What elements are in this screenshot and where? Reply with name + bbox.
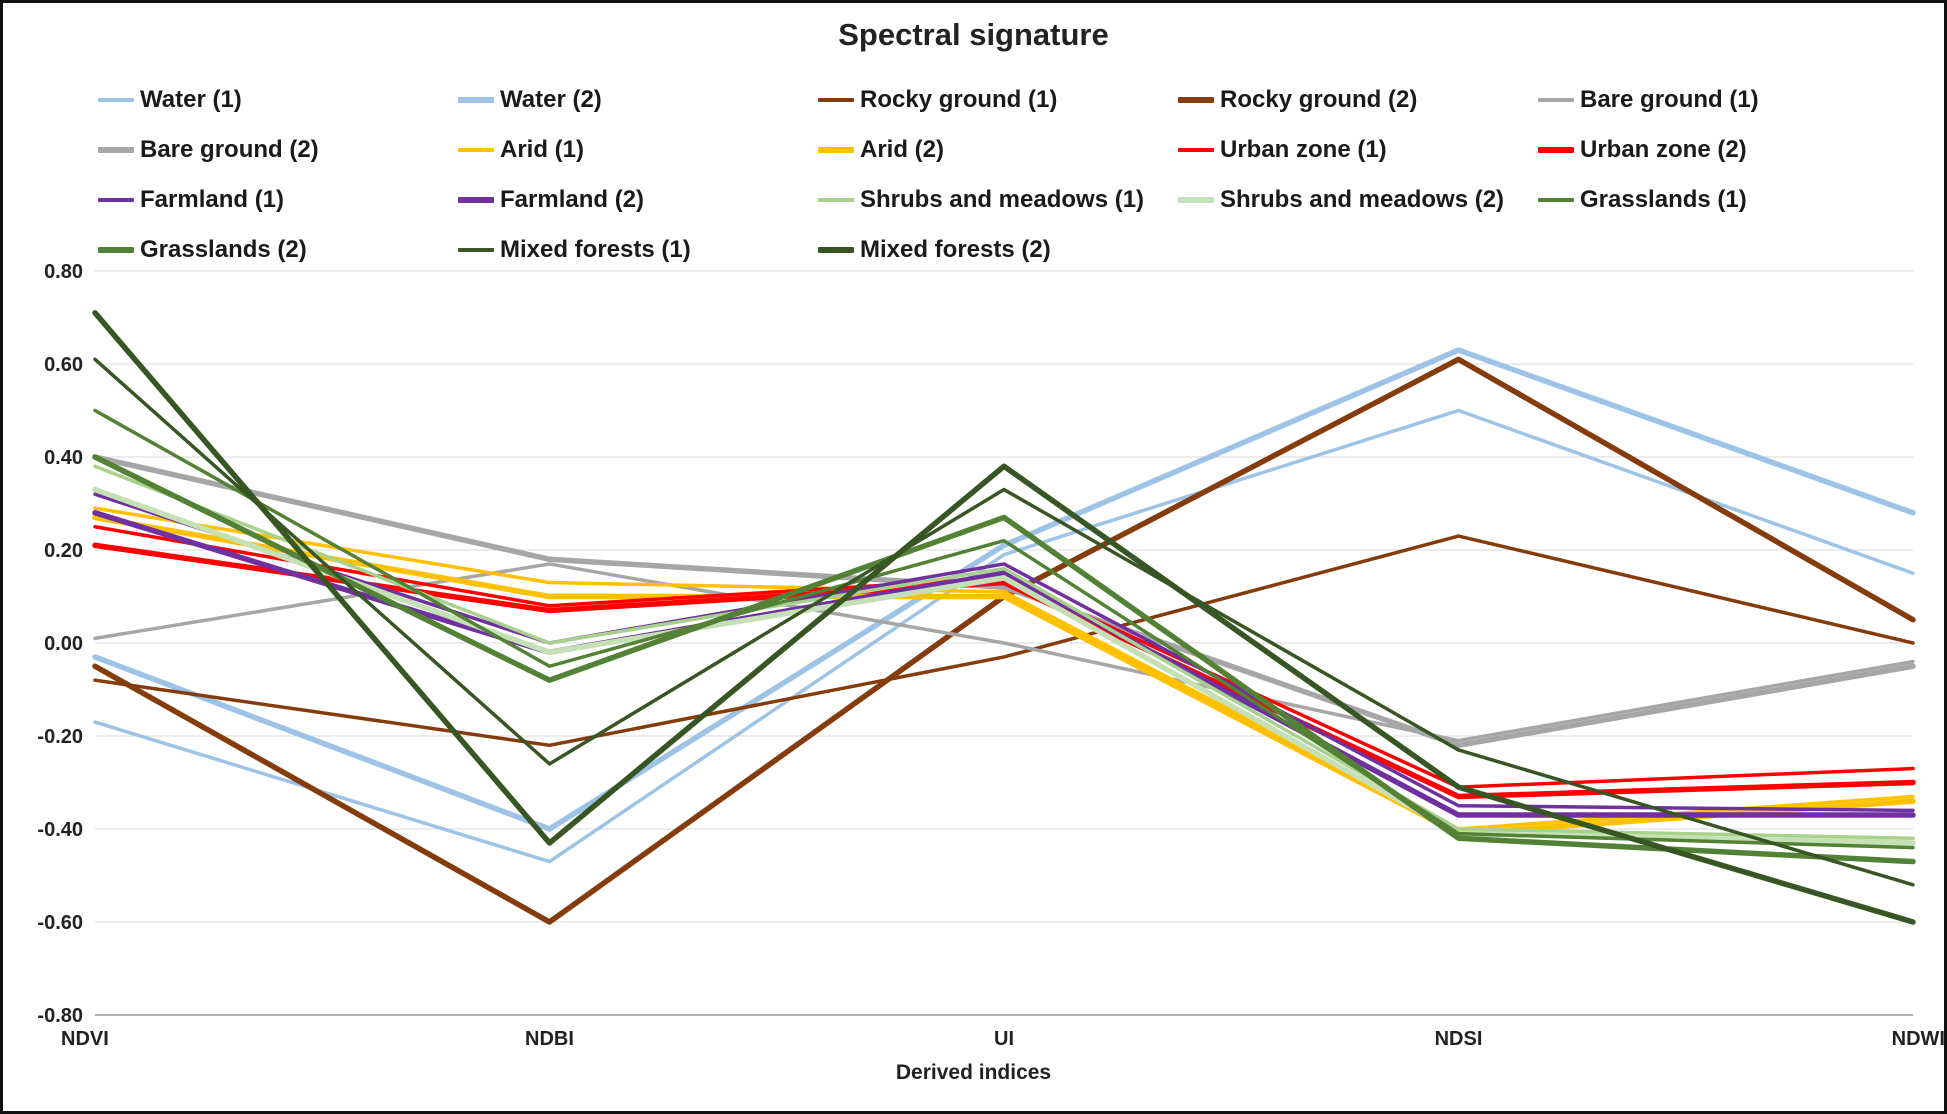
legend-item-grasslands-2: Grasslands (2)	[98, 233, 458, 266]
legend-label: Shrubs and meadows (1)	[860, 185, 1145, 213]
x-tick-label: NDSI	[1435, 1028, 1483, 1050]
legend-item-bare-ground-1: Bare ground (1)	[1538, 83, 1898, 116]
legend-label: Mixed forests (1)	[500, 235, 691, 263]
x-axis-title: Derived indices	[895, 1061, 1052, 1084]
y-tick-label: -0.80	[37, 1005, 83, 1027]
legend-item-arid-2: Arid (2)	[818, 133, 1178, 166]
legend-swatch	[98, 146, 134, 153]
plot-area: 0.80 0.60 0.40 0.20 0.00 -0.20 -0.40 -0.60 -0.80…	[37, 261, 1945, 1050]
legend-swatch	[458, 196, 494, 203]
legend-item-rocky-ground-2: Rocky ground (2)	[1178, 83, 1538, 116]
series-line-farmland-1	[93, 492, 1915, 813]
legend-swatch	[818, 146, 854, 153]
x-tick-label: UI	[994, 1028, 1014, 1050]
legend-item-farmland-1: Farmland (1)	[98, 183, 458, 216]
legend-swatch	[818, 197, 854, 202]
y-tick-label: -0.40	[37, 819, 83, 841]
series-line-shrubs-and-meadows-1	[93, 464, 1915, 841]
series-line-arid-2	[92, 514, 1916, 837]
legend-swatch	[98, 197, 134, 202]
x-tick-label: NDVI	[61, 1028, 109, 1050]
legend: Water (1) Water (2) Rocky ground (1) Rocky …	[98, 83, 1898, 266]
legend-swatch	[98, 97, 134, 102]
legend-label: Water (1)	[140, 85, 242, 113]
series-line-farmland-2	[92, 510, 1916, 818]
legend-label: Shrubs and meadows (2)	[1220, 185, 1505, 213]
series-line-grasslands-2	[92, 454, 1916, 865]
legend-swatch	[1178, 147, 1214, 152]
y-tick-label: 0.60	[44, 354, 83, 376]
series-line-bare-ground-2	[92, 454, 1916, 749]
legend-item-water-1: Water (1)	[98, 83, 458, 116]
legend-label: Bare ground (1)	[1580, 85, 1759, 113]
legend-item-bare-ground-2: Bare ground (2)	[98, 133, 458, 166]
legend-label: Mixed forests (2)	[860, 235, 1051, 263]
legend-item-arid-1: Arid (1)	[458, 133, 818, 166]
legend-label: Rocky ground (2)	[1220, 85, 1418, 113]
series-line-mixed-forests-2	[92, 310, 1916, 925]
x-tick-label: NDBI	[525, 1028, 574, 1050]
legend-swatch	[1178, 196, 1214, 203]
legend-label: Arid (1)	[500, 135, 584, 163]
legend-swatch	[98, 246, 134, 253]
y-tick-label: 0.20	[44, 540, 83, 562]
legend-label: Urban zone (2)	[1580, 135, 1747, 163]
series-line-water-1	[93, 408, 1915, 864]
legend-label: Urban zone (1)	[1220, 135, 1387, 163]
legend-swatch	[1178, 96, 1214, 103]
legend-item-water-2: Water (2)	[458, 83, 818, 116]
legend-swatch	[818, 246, 854, 253]
series-line-rocky-ground-1	[93, 534, 1915, 748]
legend-swatch	[1538, 97, 1574, 102]
legend-label: Rocky ground (1)	[860, 85, 1058, 113]
x-tick-label: NDWI	[1892, 1028, 1945, 1050]
y-tick-label: -0.60	[37, 912, 83, 934]
y-tick-label: 0.80	[44, 261, 83, 283]
legend-item-grasslands-1: Grasslands (1)	[1538, 183, 1898, 216]
legend-item-farmland-2: Farmland (2)	[458, 183, 818, 216]
series-line-urban-zone-2	[92, 542, 1916, 800]
legend-item-mixed-forests-2: Mixed forests (2)	[818, 233, 1178, 266]
legend-label: Arid (2)	[860, 135, 944, 163]
series-line-grasslands-1	[93, 408, 1915, 850]
y-tick-label: -0.20	[37, 726, 83, 748]
legend-swatch	[458, 147, 494, 152]
legend-swatch	[458, 96, 494, 103]
legend-swatch	[818, 97, 854, 102]
legend-item-urban-zone-1: Urban zone (1)	[1178, 133, 1538, 166]
legend-item-mixed-forests-1: Mixed forests (1)	[458, 233, 818, 266]
legend-item-shrubs-and-meadows-2: Shrubs and meadows (2)	[1178, 183, 1538, 216]
legend-label: Farmland (1)	[140, 185, 285, 213]
y-tick-label: 0.40	[44, 447, 83, 469]
legend-label: Farmland (2)	[500, 185, 645, 213]
legend-item-urban-zone-2: Urban zone (2)	[1538, 133, 1898, 166]
legend-item-shrubs-and-meadows-1: Shrubs and meadows (1)	[818, 183, 1178, 216]
legend-item-rocky-ground-1: Rocky ground (1)	[818, 83, 1178, 116]
series-line-arid-1	[93, 506, 1915, 831]
series-line-mixed-forests-1	[93, 357, 1915, 887]
legend-swatch	[1538, 146, 1574, 153]
legend-swatch	[1538, 197, 1574, 202]
legend-label: Grasslands (1)	[1580, 185, 1747, 213]
y-tick-label: 0.00	[44, 633, 83, 655]
series-line-water-2	[92, 347, 1916, 832]
legend-swatch	[458, 247, 494, 252]
legend-label: Water (2)	[500, 85, 602, 113]
legend-label: Bare ground (2)	[140, 135, 319, 163]
chart-title: Spectral signature	[838, 17, 1109, 52]
legend-label: Grasslands (2)	[140, 235, 307, 263]
